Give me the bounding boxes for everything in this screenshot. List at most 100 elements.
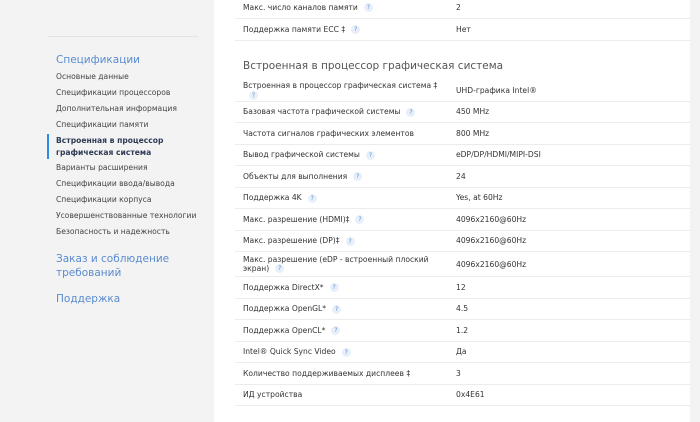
spec-label-text: Макс. число каналов памяти: [243, 2, 358, 12]
spec-value: Yes, at 60Hz: [456, 193, 503, 203]
spec-label-text: Количество поддерживаемых дисплеев ‡: [243, 368, 411, 378]
spec-label: Макс. разрешение (eDP - встроенный плоск…: [243, 255, 443, 274]
sidebar-item[interactable]: Спецификации ввода/вывода: [56, 179, 175, 188]
spec-value: 2: [456, 3, 461, 12]
spec-label-text: Вывод графической системы: [243, 150, 360, 159]
spec-row: ИД устройства 0x4E61: [235, 385, 690, 406]
spec-label-text: Поддержка OpenGL*: [243, 304, 327, 313]
spec-value: 4096x2160@60Hz: [456, 259, 527, 269]
section-title: Встроенная в процессор графическая систе…: [243, 60, 504, 72]
spec-value: 0x4E61: [456, 390, 485, 400]
spec-label: Вывод графической системы?: [243, 150, 443, 160]
spec-row: Встроенная в процессор графическая систе…: [235, 80, 690, 102]
spec-label: Количество поддерживаемых дисплеев ‡: [243, 369, 443, 378]
spec-label-text: Объекты для выполнения: [243, 171, 348, 181]
sidebar-specs-heading[interactable]: Спецификации: [56, 54, 140, 66]
spec-label: Intel® Quick Sync Video?: [243, 347, 443, 357]
spec-value: UHD-графика Intel®: [456, 85, 537, 95]
help-icon[interactable]: ?: [345, 236, 355, 246]
spec-value: 3: [456, 368, 461, 378]
spec-row: Базовая частота графической системы? 450 …: [235, 102, 690, 123]
help-icon[interactable]: ?: [363, 3, 373, 13]
spec-row: Поддержка DirectX*? 12: [235, 277, 690, 299]
spec-row: Макс. разрешение (HDMI)‡? 4096x2160@60Hz: [235, 209, 690, 231]
spec-label-text: Поддержка памяти ECC ‡: [243, 24, 346, 34]
sidebar-item[interactable]: Варианты расширения: [56, 163, 148, 172]
spec-label-text: Частота сигналов графических элементов: [243, 128, 414, 138]
help-icon[interactable]: ?: [331, 326, 341, 335]
spec-label-text: Базовая частота графической системы: [243, 107, 401, 116]
spec-label: Поддержка OpenGL*?: [243, 304, 443, 314]
spec-label-text: Поддержка 4K: [243, 193, 302, 202]
help-icon[interactable]: ?: [307, 193, 317, 203]
spec-label-text: Макс. разрешение (HDMI)‡: [243, 214, 350, 224]
sidebar-item[interactable]: Встроенная в процессор графическая систе…: [56, 136, 164, 157]
spec-label: Встроенная в процессор графическая систе…: [243, 81, 443, 100]
spec-label: Макс. разрешение (HDMI)‡?: [243, 214, 443, 224]
spec-row: Макс. разрешение (eDP - встроенный плоск…: [235, 252, 690, 277]
spec-row: Поддержка 4K? Yes, at 60Hz: [235, 188, 690, 209]
spec-row: Макс. разрешение (DP)‡? 4096x2160@60Hz: [235, 231, 690, 252]
spec-label-text: Макс. разрешение (DP)‡: [243, 236, 340, 245]
spec-value: Нет: [456, 25, 471, 34]
spec-row: Поддержка OpenGL*? 4.5: [235, 299, 690, 320]
spec-label: ИД устройства: [243, 390, 443, 399]
spec-label: Поддержка DirectX*?: [243, 282, 443, 292]
help-icon[interactable]: ?: [249, 90, 258, 100]
help-icon[interactable]: ?: [365, 150, 375, 160]
sidebar-item[interactable]: Усовершенствованные технологии: [56, 211, 197, 220]
help-icon[interactable]: ?: [406, 107, 416, 117]
sidebar-item[interactable]: Спецификации корпуса: [56, 195, 152, 204]
spec-label: Объекты для выполнения?: [243, 171, 443, 181]
sidebar-item[interactable]: Спецификации процессоров: [56, 88, 171, 97]
spec-label: Макс. разрешение (DP)‡?: [243, 236, 443, 246]
help-icon[interactable]: ?: [275, 264, 285, 274]
spec-label-text: ИД устройства: [243, 390, 303, 400]
spec-label: Поддержка 4K?: [243, 193, 443, 203]
sidebar-support-link[interactable]: Поддержка: [56, 293, 121, 305]
spec-label: Частота сигналов графических элементов: [243, 129, 443, 138]
help-icon[interactable]: ?: [353, 172, 363, 181]
spec-row: Поддержка OpenCL*? 1.2: [235, 320, 690, 342]
spec-label-text: Встроенная в процессор графическая систе…: [243, 81, 438, 90]
spec-value: 12: [456, 282, 466, 292]
spec-value: 4096x2160@60Hz: [456, 214, 527, 224]
spec-label-text: Поддержка OpenCL*: [243, 325, 326, 335]
spec-row: Вывод графической системы? eDP/DP/HDMI/MI…: [235, 145, 690, 166]
sidebar: Спецификации Основные данные Спецификации…: [0, 0, 214, 422]
sidebar-order-link[interactable]: Заказ и соблюдение требований: [56, 253, 170, 279]
spec-label: Базовая частота графической системы?: [243, 107, 443, 117]
spec-value: 1.2: [456, 325, 469, 335]
spec-row: Количество поддерживаемых дисплеев ‡ 3: [235, 363, 690, 385]
spec-content: Макс. число каналов памяти? 2 Поддержка па…: [214, 0, 690, 422]
spec-label: Поддержка памяти ECC ‡?: [243, 25, 443, 35]
help-icon[interactable]: ?: [355, 215, 365, 224]
sidebar-item[interactable]: Безопасность и надежность: [56, 227, 170, 236]
spec-value: 450 MHz: [456, 107, 490, 117]
sidebar-item[interactable]: Основные данные: [56, 72, 129, 81]
divider: [48, 36, 198, 37]
spec-label: Макс. число каналов памяти?: [243, 3, 443, 13]
spec-label: Поддержка OpenCL*?: [243, 325, 443, 335]
spec-value: 4.5: [456, 304, 469, 314]
spec-value: 800 MHz: [456, 128, 490, 138]
help-icon[interactable]: ?: [329, 283, 339, 292]
spec-row: Объекты для выполнения? 24: [235, 166, 690, 188]
spec-row: Поддержка памяти ECC ‡? Нет: [235, 19, 690, 41]
spec-row: Intel® Quick Sync Video? Да: [235, 342, 690, 363]
sidebar-item[interactable]: Спецификации памяти: [56, 120, 149, 129]
spec-value: 4096x2160@60Hz: [456, 236, 527, 246]
spec-row: Частота сигналов графических элементов 80…: [235, 123, 690, 145]
help-icon[interactable]: ?: [341, 347, 351, 357]
spec-value: Да: [456, 347, 467, 357]
spec-label-text: Макс. разрешение (eDP - встроенный плоск…: [243, 254, 429, 273]
sidebar-item[interactable]: Дополнительная информация: [56, 104, 177, 113]
spec-value: 24: [456, 171, 466, 181]
spec-label-text: Поддержка DirectX*: [243, 282, 324, 292]
help-icon[interactable]: ?: [332, 304, 342, 314]
spec-value: eDP/DP/HDMI/MIPI-DSI: [456, 150, 541, 160]
active-indicator: [47, 134, 49, 159]
spec-row: Макс. число каналов памяти? 2: [235, 0, 690, 19]
spec-label-text: Intel® Quick Sync Video: [243, 347, 336, 356]
help-icon[interactable]: ?: [351, 25, 361, 35]
